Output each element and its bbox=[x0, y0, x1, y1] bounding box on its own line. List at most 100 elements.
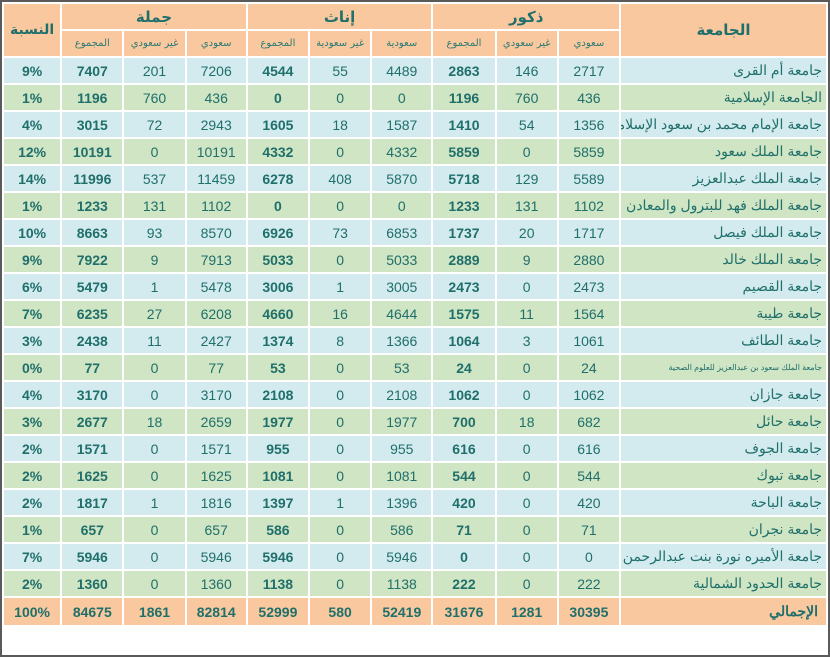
male-total: 1233 bbox=[431, 191, 497, 220]
female-saudi: 1396 bbox=[370, 488, 434, 517]
university-name: جامعة نجران bbox=[619, 515, 828, 544]
header-percent: النسبة bbox=[1, 2, 63, 58]
all-non-saudi: 11 bbox=[122, 326, 187, 355]
all-total: 2677 bbox=[60, 407, 125, 436]
female-total: 3006 bbox=[245, 272, 311, 301]
percent: 12% bbox=[1, 137, 63, 166]
university-name: جامعة الملك فهد للبترول والمعادن bbox=[619, 191, 828, 220]
male-non-saudi: 0 bbox=[494, 488, 559, 517]
table-body: جامعة أم القرى 2717 146 2863 4489 55 4544 7206 2… bbox=[1, 56, 828, 627]
female-total: 5946 bbox=[245, 542, 311, 571]
total-label: الإجمالي bbox=[619, 596, 828, 627]
all-non-saudi: 93 bbox=[122, 218, 187, 247]
male-total: 420 bbox=[431, 488, 497, 517]
table-row: جامعة جازان 1062 0 1062 2108 0 2108 3170 0 3170 4% bbox=[1, 380, 828, 409]
male-non-saudi: 0 bbox=[494, 272, 559, 301]
header-male-non-saudi: غير سعودي bbox=[494, 29, 559, 58]
university-name: جامعة الأميره نورة بنت عبدالرحمن bbox=[619, 542, 828, 571]
female-non-saudi: 18 bbox=[307, 110, 373, 139]
all-non-saudi: 0 bbox=[122, 542, 187, 571]
total-row: الإجمالي 30395 1281 31676 52419 580 5299… bbox=[1, 596, 828, 627]
male-saudi: 616 bbox=[556, 434, 622, 463]
female-non-saudi: 0 bbox=[307, 380, 373, 409]
total-all-total: 84675 bbox=[60, 596, 125, 627]
female-saudi: 5033 bbox=[370, 245, 434, 274]
male-non-saudi: 0 bbox=[494, 137, 559, 166]
percent: 3% bbox=[1, 326, 63, 355]
female-total: 0 bbox=[245, 83, 311, 112]
male-total: 616 bbox=[431, 434, 497, 463]
percent: 1% bbox=[1, 515, 63, 544]
all-saudi: 1360 bbox=[184, 569, 248, 598]
all-non-saudi: 0 bbox=[122, 434, 187, 463]
all-total: 5479 bbox=[60, 272, 125, 301]
university-name: جامعة الملك عبدالعزيز bbox=[619, 164, 828, 193]
male-saudi: 24 bbox=[556, 353, 622, 382]
all-total: 11996 bbox=[60, 164, 125, 193]
female-saudi: 1587 bbox=[370, 110, 434, 139]
male-total: 544 bbox=[431, 461, 497, 490]
percent: 14% bbox=[1, 164, 63, 193]
male-saudi: 5589 bbox=[556, 164, 622, 193]
male-non-saudi: 0 bbox=[494, 542, 559, 571]
percent: 4% bbox=[1, 380, 63, 409]
table-row: الجامعة الإسلامية 436 760 1196 0 0 0 436 760 1196… bbox=[1, 83, 828, 112]
all-saudi: 1625 bbox=[184, 461, 248, 490]
female-saudi: 1366 bbox=[370, 326, 434, 355]
female-saudi: 586 bbox=[370, 515, 434, 544]
all-saudi: 11459 bbox=[184, 164, 248, 193]
percent: 2% bbox=[1, 488, 63, 517]
university-name: جامعة طيبة bbox=[619, 299, 828, 328]
all-saudi: 5946 bbox=[184, 542, 248, 571]
table-row: جامعة الباحة 420 0 420 1396 1 1397 1816 1 1817 2% bbox=[1, 488, 828, 517]
percent: 6% bbox=[1, 272, 63, 301]
all-total: 2438 bbox=[60, 326, 125, 355]
male-saudi: 2473 bbox=[556, 272, 622, 301]
header-total-group: جملة bbox=[60, 2, 248, 31]
female-non-saudi: 0 bbox=[307, 245, 373, 274]
table-row: جامعة القصيم 2473 0 2473 3005 1 3006 5478 1 5479 6… bbox=[1, 272, 828, 301]
all-non-saudi: 1 bbox=[122, 488, 187, 517]
all-saudi: 7913 bbox=[184, 245, 248, 274]
percent: 1% bbox=[1, 191, 63, 220]
female-total: 1138 bbox=[245, 569, 311, 598]
female-total: 6926 bbox=[245, 218, 311, 247]
female-non-saudi: 0 bbox=[307, 569, 373, 598]
female-saudi: 5870 bbox=[370, 164, 434, 193]
male-saudi: 436 bbox=[556, 83, 622, 112]
header-female-saudi: سعودية bbox=[370, 29, 434, 58]
female-saudi: 3005 bbox=[370, 272, 434, 301]
female-non-saudi: 408 bbox=[307, 164, 373, 193]
table-row: جامعة نجران 71 0 71 586 0 586 657 0 657 1% bbox=[1, 515, 828, 544]
male-total: 222 bbox=[431, 569, 497, 598]
male-non-saudi: 146 bbox=[494, 56, 559, 85]
all-total: 1196 bbox=[60, 83, 125, 112]
header-female-total: المجموع bbox=[245, 29, 311, 58]
table-row: جامعة الطائف 1061 3 1064 1366 8 1374 2427 11 2438… bbox=[1, 326, 828, 355]
female-total: 2108 bbox=[245, 380, 311, 409]
university-students-table: الجامعة ذكور إناث جملة النسبة سعودي غير … bbox=[1, 2, 828, 627]
header-male-saudi: سعودي bbox=[556, 29, 622, 58]
male-non-saudi: 0 bbox=[494, 434, 559, 463]
male-saudi: 1356 bbox=[556, 110, 622, 139]
all-non-saudi: 760 bbox=[122, 83, 187, 112]
female-non-saudi: 0 bbox=[307, 353, 373, 382]
male-non-saudi: 760 bbox=[494, 83, 559, 112]
female-saudi: 0 bbox=[370, 191, 434, 220]
header-male-group: ذكور bbox=[431, 2, 621, 31]
university-name: جامعة تبوك bbox=[619, 461, 828, 490]
male-total: 5859 bbox=[431, 137, 497, 166]
table-row: جامعة الملك خالد 2880 9 2889 5033 0 5033 7913 9 7… bbox=[1, 245, 828, 274]
percent: 7% bbox=[1, 299, 63, 328]
all-saudi: 5478 bbox=[184, 272, 248, 301]
female-saudi: 2108 bbox=[370, 380, 434, 409]
university-name: جامعة الجوف bbox=[619, 434, 828, 463]
female-non-saudi: 8 bbox=[307, 326, 373, 355]
all-non-saudi: 9 bbox=[122, 245, 187, 274]
percent: 3% bbox=[1, 407, 63, 436]
female-non-saudi: 73 bbox=[307, 218, 373, 247]
male-total: 1196 bbox=[431, 83, 497, 112]
table-row: جامعة الملك سعود 5859 0 5859 4332 0 4332 10191 0… bbox=[1, 137, 828, 166]
female-non-saudi: 16 bbox=[307, 299, 373, 328]
male-saudi: 71 bbox=[556, 515, 622, 544]
